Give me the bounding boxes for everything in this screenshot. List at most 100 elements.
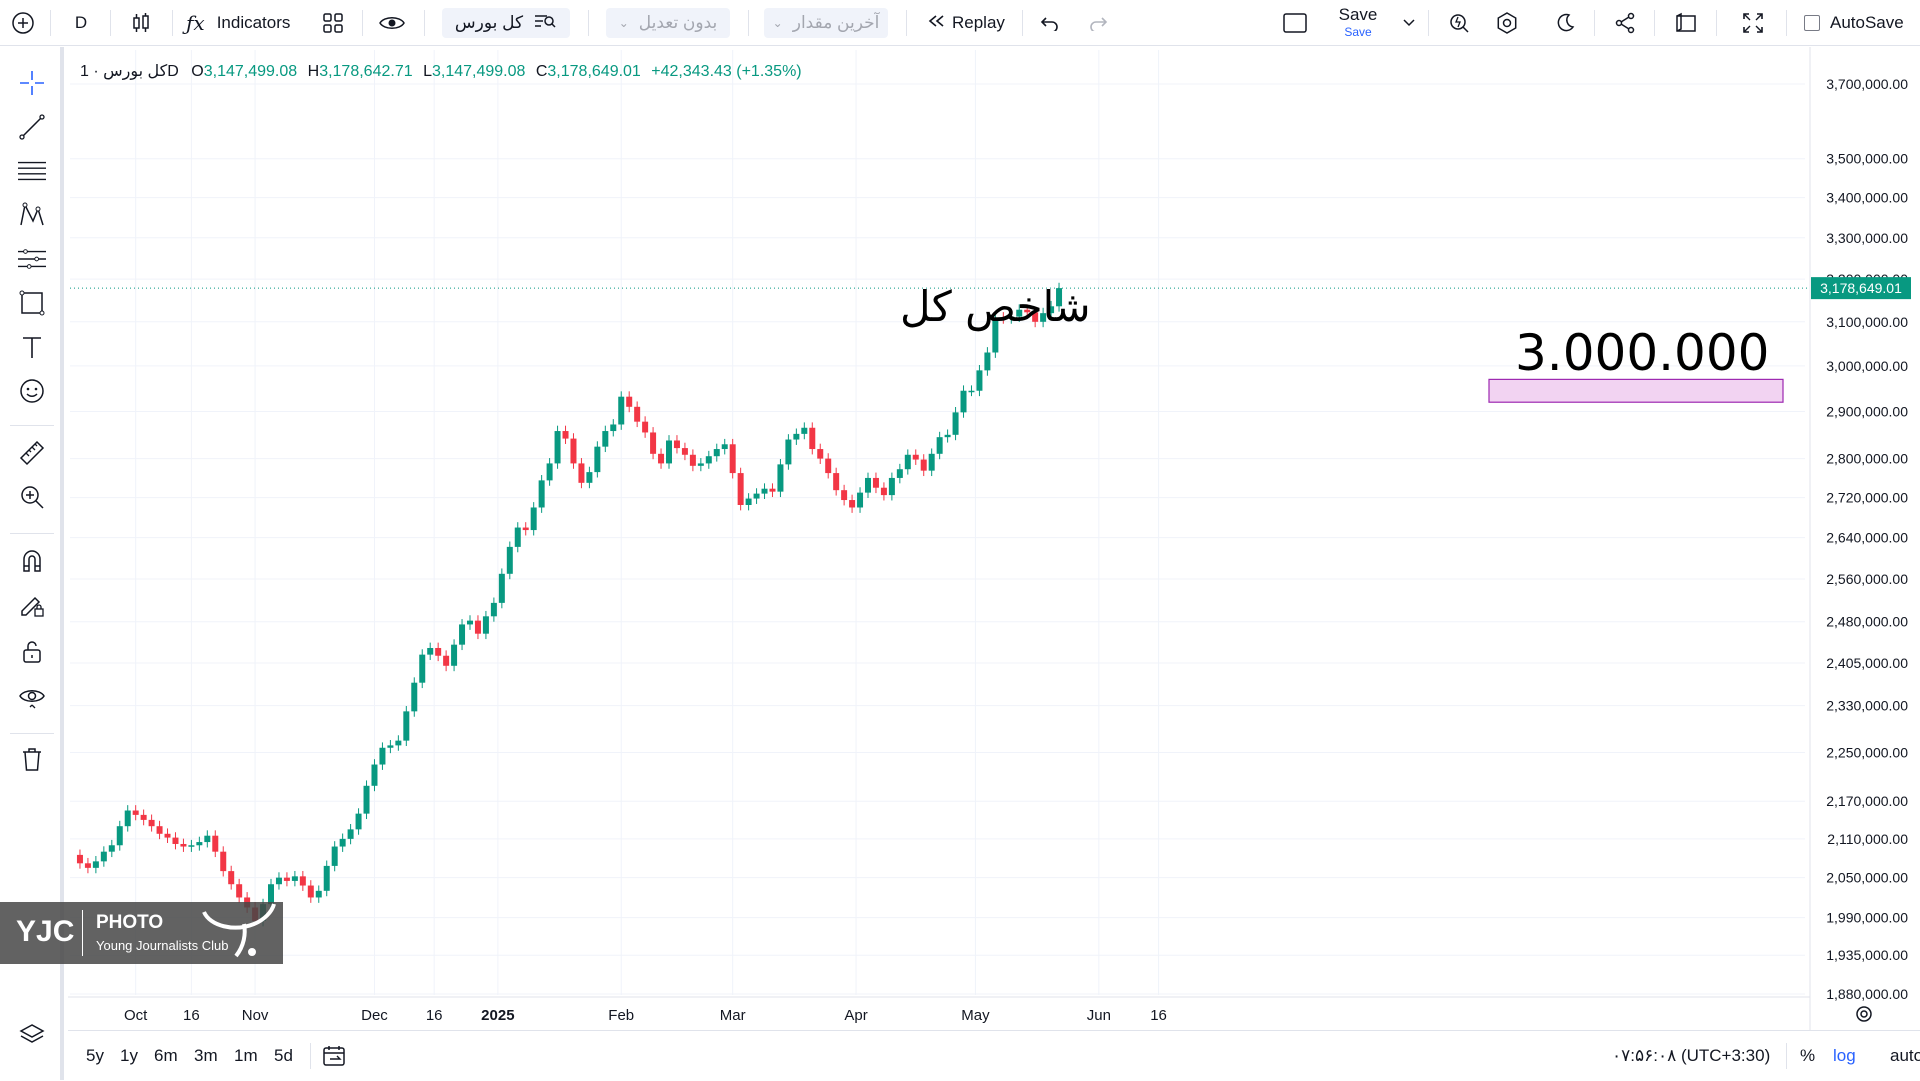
object-tree-layers-icon[interactable] (18, 1021, 46, 1049)
separator (1428, 10, 1429, 36)
candles-icon[interactable] (125, 0, 157, 46)
candle-body (594, 446, 601, 473)
range-1y[interactable]: 1y (120, 1046, 138, 1065)
log-toggle[interactable]: log (1833, 1046, 1856, 1065)
clock-timezone[interactable]: ۰۷:۵۶:۰۸ (UTC+3:30) (1612, 1046, 1771, 1065)
separator (1786, 10, 1787, 36)
yjc-watermark: YJC PHOTO Young Journalists Club (0, 902, 283, 964)
candle-body (92, 861, 99, 868)
price-type-dropdown-label: آخرین مقدار (792, 13, 880, 32)
candle-body (817, 449, 824, 459)
pattern-icon[interactable] (18, 201, 46, 229)
symbol-search-label: کل بورس (454, 13, 524, 32)
time-tick-label: Apr (844, 1007, 867, 1024)
range-1m[interactable]: 1m (234, 1046, 258, 1065)
shapes-rectangle-icon[interactable] (18, 289, 46, 317)
quick-search-icon[interactable] (1444, 0, 1474, 46)
goto-date-icon[interactable] (322, 1031, 348, 1081)
candle-body (936, 437, 943, 454)
range-5d[interactable]: 5d (274, 1046, 293, 1065)
fullscreen-icon[interactable] (1738, 0, 1768, 46)
replay-button[interactable]: Replay (926, 0, 1010, 46)
save-button[interactable]: Save Save (1326, 0, 1390, 46)
candle-body (132, 810, 139, 815)
last-price-tag-label: 3,178,649.01 (1820, 280, 1902, 296)
lock-drawing-icon[interactable] (18, 591, 46, 619)
close-label: C (535, 63, 548, 80)
interval-button[interactable]: D (74, 13, 88, 32)
layout-square-icon[interactable] (1280, 0, 1310, 46)
candle-body (586, 472, 593, 483)
hide-drawings-icon[interactable] (18, 683, 46, 711)
low-value: 3,147,499.08 (431, 63, 526, 80)
layouts-grid-icon[interactable] (318, 0, 348, 46)
target-price-annotation[interactable]: 3.000.000 (1515, 324, 1770, 382)
candle-body (212, 835, 219, 852)
price-type-dropdown[interactable]: ⌄ آخرین مقدار (764, 8, 888, 38)
separator (172, 10, 173, 36)
candle-body (825, 458, 832, 474)
text-tool-icon[interactable] (18, 333, 46, 361)
share-icon[interactable] (1610, 0, 1640, 46)
auto-toggle[interactable]: auto (1890, 1046, 1920, 1065)
chart-grid (68, 47, 1811, 1030)
range-6m[interactable]: 6m (154, 1046, 178, 1065)
add-symbol-icon[interactable] (8, 0, 38, 46)
candle-body (474, 620, 481, 634)
redo-icon[interactable] (1084, 0, 1112, 46)
candle-body (896, 469, 903, 478)
candle-body (904, 454, 911, 470)
crosshair-icon[interactable] (18, 69, 46, 97)
unlock-icon[interactable] (18, 637, 46, 665)
index-title-annotation[interactable]: شاخص کل (900, 282, 1091, 331)
time-tick-label: May (961, 1007, 990, 1024)
settings-gear-icon[interactable] (1492, 0, 1522, 46)
symbol-search-button[interactable]: کل بورس (442, 8, 570, 38)
emoji-icon[interactable] (18, 377, 46, 405)
candle-body (299, 876, 306, 886)
magnet-icon[interactable] (18, 547, 46, 575)
candle-body (283, 877, 290, 881)
ruler-icon[interactable] (18, 439, 46, 467)
rewind-icon (926, 13, 946, 34)
adjust-dropdown[interactable]: ⌄ بدون تعدیل (606, 8, 730, 38)
candle-body (960, 390, 967, 413)
candle-body (626, 396, 633, 407)
candle-body (658, 453, 665, 464)
candle-body (443, 655, 450, 666)
candle-body (976, 370, 983, 391)
separator (10, 733, 54, 734)
separator (10, 425, 54, 426)
price-tick-label: 3,300,000.00 (1826, 230, 1908, 246)
time-tick-label: Dec (361, 1007, 388, 1024)
trash-icon[interactable] (18, 745, 46, 773)
symbol-legend[interactable]: کل بورس · 1D (80, 63, 179, 80)
separator (50, 10, 51, 36)
eye-icon[interactable] (376, 0, 408, 46)
candle-body (116, 826, 123, 846)
price-tick-label: 3,400,000.00 (1826, 190, 1908, 206)
candle-body (291, 876, 298, 881)
zoom-in-icon[interactable] (18, 483, 46, 511)
percent-toggle[interactable]: % (1800, 1046, 1816, 1065)
autosave-toggle[interactable]: AutoSave (1804, 0, 1914, 46)
fib-retracement-icon[interactable] (18, 157, 46, 185)
price-chart[interactable]: 3,700,000.00 3,500,000.00 3,400,000.00 3,30… (0, 0, 1920, 1030)
trend-line-icon[interactable] (18, 113, 46, 141)
indicators-button[interactable]: ƒx Indicators (186, 0, 302, 46)
moon-icon[interactable] (1550, 0, 1580, 46)
candle-body (968, 390, 975, 393)
snapshot-icon[interactable] (1670, 0, 1702, 46)
watermark-photo: PHOTO (96, 912, 164, 933)
candle-body (721, 444, 728, 450)
undo-icon[interactable] (1036, 0, 1064, 46)
candle-body (697, 463, 704, 466)
axis-settings-gear-icon[interactable] (1854, 1004, 1876, 1026)
chevron-down-icon[interactable] (1398, 0, 1420, 46)
autosave-checkbox[interactable] (1804, 15, 1820, 31)
range-5y[interactable]: 5y (86, 1046, 104, 1065)
candle-body (188, 845, 195, 847)
forecast-icon[interactable] (18, 245, 46, 273)
separator (362, 10, 363, 36)
range-3m[interactable]: 3m (194, 1046, 218, 1065)
